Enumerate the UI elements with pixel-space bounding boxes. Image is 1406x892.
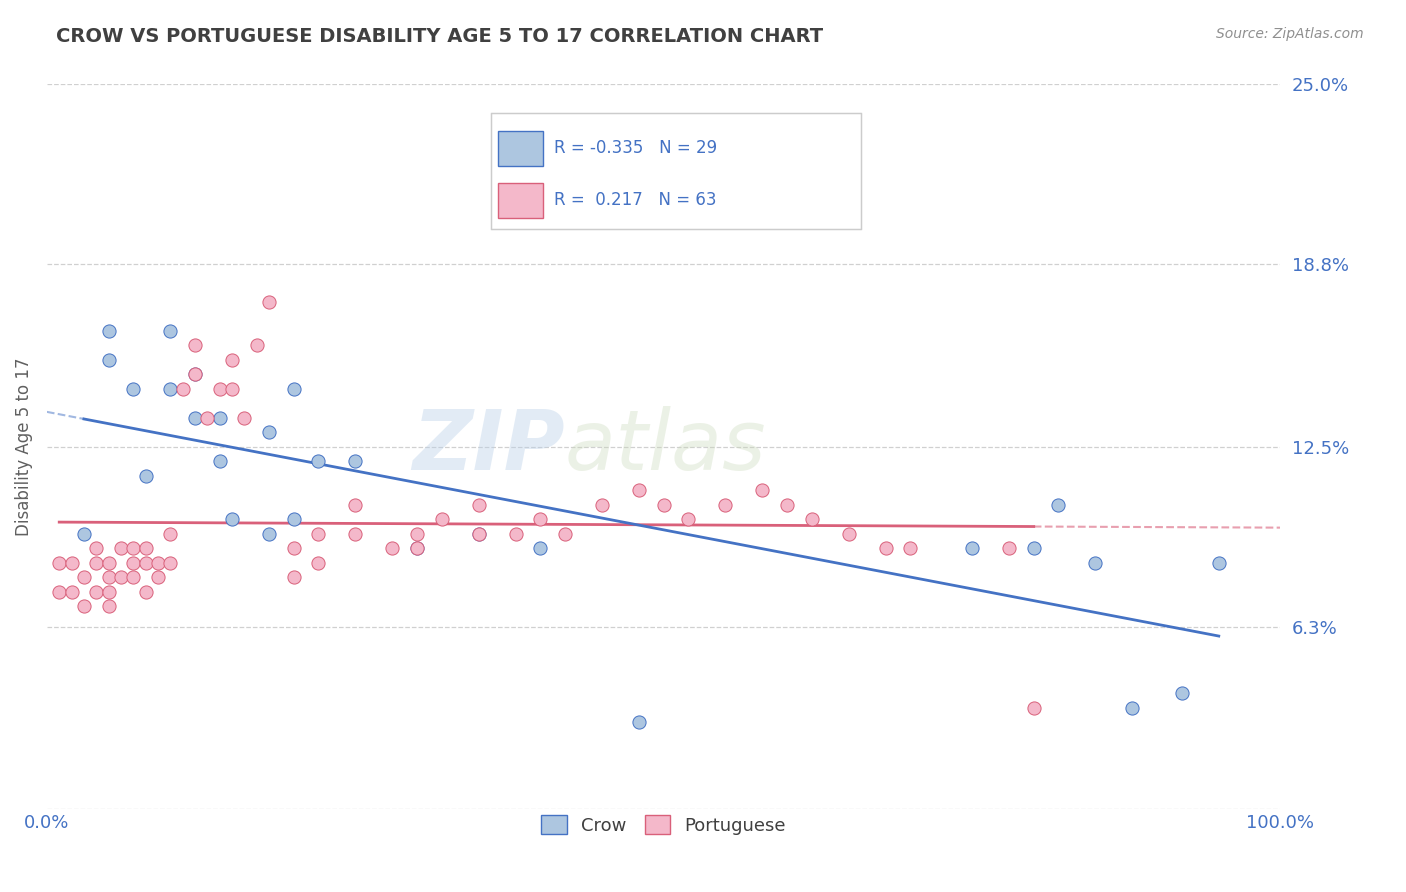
Point (529, 512, 551, 526)
Point (135, 584, 157, 599)
Point (554, 526, 576, 541)
Point (97, 352, 120, 367)
Point (838, 526, 860, 541)
Point (998, 541, 1021, 556)
Point (1121, 700, 1143, 714)
Point (184, 368, 207, 382)
Point (97, 324, 120, 338)
Point (800, 512, 823, 526)
Point (1208, 556, 1230, 570)
Point (1022, 700, 1045, 714)
Point (146, 570, 169, 584)
Point (73, 526, 96, 541)
Point (184, 410, 207, 425)
Point (97, 584, 120, 599)
Point (406, 541, 429, 556)
Point (84, 541, 107, 556)
Point (97, 556, 120, 570)
Point (627, 715, 650, 730)
Point (283, 570, 305, 584)
Point (73, 570, 96, 584)
Text: ZIP: ZIP (412, 406, 565, 487)
Point (48, 556, 70, 570)
Point (122, 556, 145, 570)
Point (529, 541, 551, 556)
Point (135, 468, 157, 483)
Text: CROW VS PORTUGUESE DISABILITY AGE 5 TO 17 CORRELATION CHART: CROW VS PORTUGUESE DISABILITY AGE 5 TO 1… (56, 27, 824, 45)
Point (283, 382, 305, 396)
Point (221, 512, 243, 526)
Point (652, 498, 675, 512)
Point (960, 541, 983, 556)
Point (159, 526, 181, 541)
Point (283, 512, 305, 526)
Point (97, 570, 120, 584)
Point (208, 382, 231, 396)
Legend: Crow, Portuguese: Crow, Portuguese (533, 806, 794, 844)
Point (184, 338, 207, 352)
Point (257, 526, 280, 541)
Point (900, 541, 922, 556)
Point (307, 526, 329, 541)
Point (208, 454, 231, 468)
Point (48, 584, 70, 599)
Point (467, 498, 489, 512)
Point (344, 526, 367, 541)
Point (283, 541, 305, 556)
Point (184, 368, 207, 382)
Point (751, 483, 773, 498)
Point (1047, 498, 1070, 512)
Point (467, 526, 489, 541)
Point (221, 352, 243, 367)
Point (714, 498, 737, 512)
Point (344, 454, 367, 468)
Point (135, 541, 157, 556)
Point (159, 382, 181, 396)
Point (122, 570, 145, 584)
Point (257, 425, 280, 440)
Point (60, 584, 83, 599)
Point (208, 410, 231, 425)
Point (221, 382, 243, 396)
Point (307, 454, 329, 468)
Point (84, 556, 107, 570)
Point (159, 324, 181, 338)
Point (110, 570, 132, 584)
Point (135, 556, 157, 570)
Point (1084, 556, 1107, 570)
Point (430, 512, 453, 526)
Point (110, 541, 132, 556)
Point (467, 526, 489, 541)
Point (84, 584, 107, 599)
Point (627, 483, 650, 498)
Point (1171, 686, 1194, 700)
Point (776, 498, 799, 512)
Point (1022, 541, 1045, 556)
Point (172, 382, 194, 396)
Point (60, 556, 83, 570)
Point (875, 541, 897, 556)
Point (122, 382, 145, 396)
Point (195, 410, 218, 425)
Point (97, 599, 120, 614)
Point (122, 541, 145, 556)
Point (406, 541, 429, 556)
Point (678, 512, 700, 526)
Point (73, 599, 96, 614)
Point (246, 338, 269, 352)
Point (381, 541, 404, 556)
Point (591, 498, 613, 512)
Point (159, 556, 181, 570)
Point (233, 410, 256, 425)
Point (307, 556, 329, 570)
Point (406, 526, 429, 541)
Y-axis label: Disability Age 5 to 17: Disability Age 5 to 17 (15, 358, 32, 536)
Point (257, 294, 280, 309)
Point (146, 556, 169, 570)
Text: atlas: atlas (565, 406, 766, 487)
Point (505, 526, 527, 541)
Text: Source: ZipAtlas.com: Source: ZipAtlas.com (1216, 27, 1364, 41)
Point (344, 498, 367, 512)
